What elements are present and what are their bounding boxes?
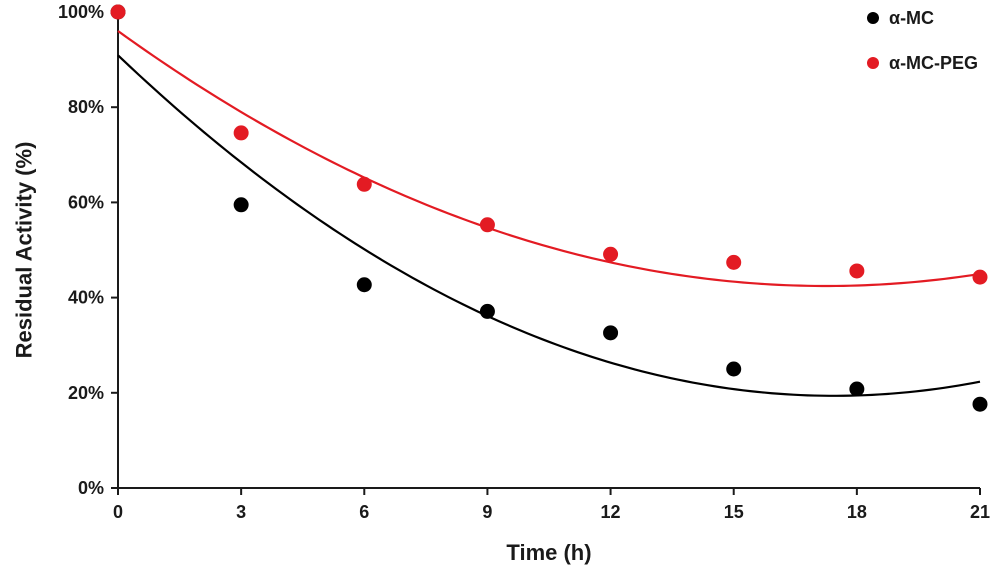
data-point-alpha-mc-peg	[603, 246, 619, 262]
trendlines	[117, 30, 981, 397]
y-tick-label: 60%	[68, 192, 104, 212]
trendline-alpha-mc	[117, 54, 981, 397]
legend-label-alpha-mc-peg: α-MC-PEG	[889, 53, 978, 73]
trendline-alpha-mc-peg	[117, 30, 981, 288]
x-axis-title: Time (h)	[506, 540, 591, 565]
data-point-alpha-mc	[972, 396, 988, 412]
x-tick-label: 18	[847, 502, 867, 522]
legend-marker-alpha-mc	[867, 12, 879, 24]
data-point-alpha-mc-peg	[233, 125, 249, 141]
y-tick-label: 40%	[68, 288, 104, 308]
data-point-alpha-mc-peg	[479, 217, 495, 233]
data-point-alpha-mc	[356, 277, 372, 293]
axes: 0 3 6 9 12 15 18 21 0% 20% 40% 60% 80% 100%	[58, 2, 990, 522]
legend: α-MC α-MC-PEG	[867, 8, 978, 73]
x-tick-label: 0	[113, 502, 123, 522]
data-point-alpha-mc	[233, 197, 249, 213]
x-tick-label: 3	[236, 502, 246, 522]
y-tick-label: 20%	[68, 383, 104, 403]
legend-marker-alpha-mc-peg	[867, 57, 879, 69]
data-point-alpha-mc	[849, 381, 865, 397]
data-point-alpha-mc	[726, 361, 742, 377]
x-tick-label: 6	[359, 502, 369, 522]
y-tick-label: 80%	[68, 97, 104, 117]
y-tick-label: 0%	[78, 478, 104, 498]
x-tick-label: 9	[482, 502, 492, 522]
y-axis-title: Residual Activity (%)	[12, 142, 37, 359]
data-point-alpha-mc-peg	[726, 254, 742, 270]
data-point-alpha-mc-peg	[110, 4, 126, 20]
data-point-alpha-mc	[603, 325, 619, 341]
y-axis-ticks: 0% 20% 40% 60% 80% 100%	[58, 2, 118, 498]
x-tick-label: 21	[970, 502, 990, 522]
y-tick-label: 100%	[58, 2, 104, 22]
x-axis-ticks: 0 3 6 9 12 15 18 21	[113, 488, 990, 522]
legend-label-alpha-mc: α-MC	[889, 8, 934, 28]
x-tick-label: 12	[601, 502, 621, 522]
data-point-alpha-mc-peg	[356, 176, 372, 192]
data-point-alpha-mc-peg	[972, 269, 988, 285]
data-points	[110, 4, 988, 412]
data-point-alpha-mc	[479, 303, 495, 319]
x-tick-label: 15	[724, 502, 744, 522]
data-point-alpha-mc-peg	[849, 263, 865, 279]
